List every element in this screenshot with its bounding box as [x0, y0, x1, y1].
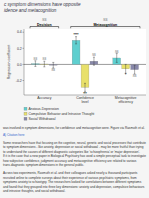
legend-label: Social Withdrawal: [29, 117, 56, 121]
error-bar: [116, 54, 118, 63]
significance-label: NS: [115, 50, 119, 54]
significance-label: NS: [43, 57, 47, 61]
body-text: and intrusive thoughts, and social withd…: [3, 189, 65, 193]
y-tick-label: 0.4: [17, 30, 22, 34]
error-bar: [52, 62, 54, 68]
error-bar-cap: [84, 83, 86, 84]
body-text: to understand the causes of different di…: [3, 150, 140, 154]
error-bar: [84, 83, 86, 91]
y-tick-label: 0.0: [17, 63, 22, 67]
error-bar-cap: [52, 62, 54, 63]
error-bar: [43, 61, 45, 67]
body-text: trans-diagnostic symptom dimensions in t…: [3, 163, 84, 167]
error-bar: [125, 64, 127, 73]
body-text: Some researchers have that focusing on t…: [3, 141, 146, 145]
plot-area: [24, 29, 146, 95]
error-bar: [134, 65, 136, 74]
significance-label: ***: [83, 92, 87, 96]
error-bar: [34, 61, 36, 67]
error-bar-cap: [125, 64, 127, 65]
body-text: how subjective confidence, judgment accu…: [3, 159, 137, 163]
x-tick-label: Accuracy: [37, 96, 52, 100]
error-bar-line: [44, 61, 45, 67]
significance-label: NS: [34, 57, 38, 61]
significance-label: NS: [92, 53, 96, 57]
legend-swatch: [24, 107, 27, 110]
legend: Anxious-DepressionCompulsive Behavior an…: [24, 107, 94, 121]
y-tick: [23, 64, 25, 65]
legend-label: Compulsive Behavior and Intrusive Though…: [29, 112, 95, 116]
error-bar-cap: [134, 65, 136, 66]
error-bar: [75, 37, 77, 44]
bracket: [71, 27, 140, 29]
significance-label: NS: [51, 68, 55, 72]
y-axis-label: Regression coefficient: [7, 45, 11, 79]
error-bar-line: [53, 62, 54, 68]
error-bar-line: [116, 54, 117, 63]
error-bar-line: [125, 64, 126, 73]
error-bar-line: [76, 37, 77, 44]
body-text: to symptom dimensions - like anxiety, de…: [3, 145, 144, 149]
background: [0, 0, 149, 198]
y-tick-label: -0.2: [16, 79, 22, 83]
legend-label: Anxious-Depression: [29, 107, 59, 111]
y-axis: [24, 29, 25, 95]
error-bar-line: [134, 65, 135, 74]
x-tick-label-line: Accuracy: [37, 96, 52, 100]
significance-label: *: [125, 73, 127, 77]
bracket-label: Metacognition: [93, 23, 117, 27]
bars: [31, 37, 138, 92]
bar: [72, 40, 80, 64]
subtitle: idence and metacognition: [4, 8, 57, 13]
error-bar-line: [35, 61, 36, 67]
error-bar-cap: [75, 43, 77, 44]
error-bar-cap: [34, 66, 36, 67]
legend-swatch: [24, 117, 27, 120]
legend-swatch: [24, 112, 27, 115]
body-text: symptoms anxiety to schizotypy. The rese…: [3, 180, 142, 184]
x-tick-label-line: efficiency: [118, 100, 133, 104]
bracket-note: NS: [103, 18, 107, 22]
body-text: If it is the case that a new paper in Bi…: [3, 154, 146, 158]
chart: c symptom dimensions have oppositeidence…: [0, 0, 149, 198]
x-tick-label: Confidencelevel: [76, 96, 94, 104]
error-bar: [93, 57, 95, 65]
bracket-label: Decision: [37, 23, 52, 27]
body-text: recruited online to complete surveys abo…: [3, 176, 137, 180]
y-tick-label: 0.2: [17, 47, 22, 51]
body-text: was involved in symptom dimensions, for …: [3, 126, 145, 130]
title: c symptom dimensions have opposite: [4, 2, 81, 7]
y-tick: [23, 48, 25, 49]
bracket-note: NS: [42, 18, 46, 22]
significance-label: ****: [74, 33, 80, 37]
body-text: Across two experiments, Rasmuth et al. a…: [3, 171, 138, 175]
error-bar-line: [93, 57, 94, 65]
error-bar-cap: [116, 62, 118, 63]
y-tick: [23, 80, 25, 81]
error-bar-line: [85, 83, 86, 91]
bracket: [30, 27, 59, 29]
body-text: A) Citation here: [3, 133, 25, 137]
error-bar-cap: [93, 65, 95, 66]
x-tick-label: Metacognitiveefficiency: [115, 96, 137, 104]
y-tick: [23, 32, 25, 33]
body-text: and found that they grouped into three k…: [3, 185, 145, 189]
error-bar-cap: [43, 66, 45, 67]
significance-label: NS: [133, 74, 137, 78]
x-tick-label-line: level: [81, 100, 88, 104]
